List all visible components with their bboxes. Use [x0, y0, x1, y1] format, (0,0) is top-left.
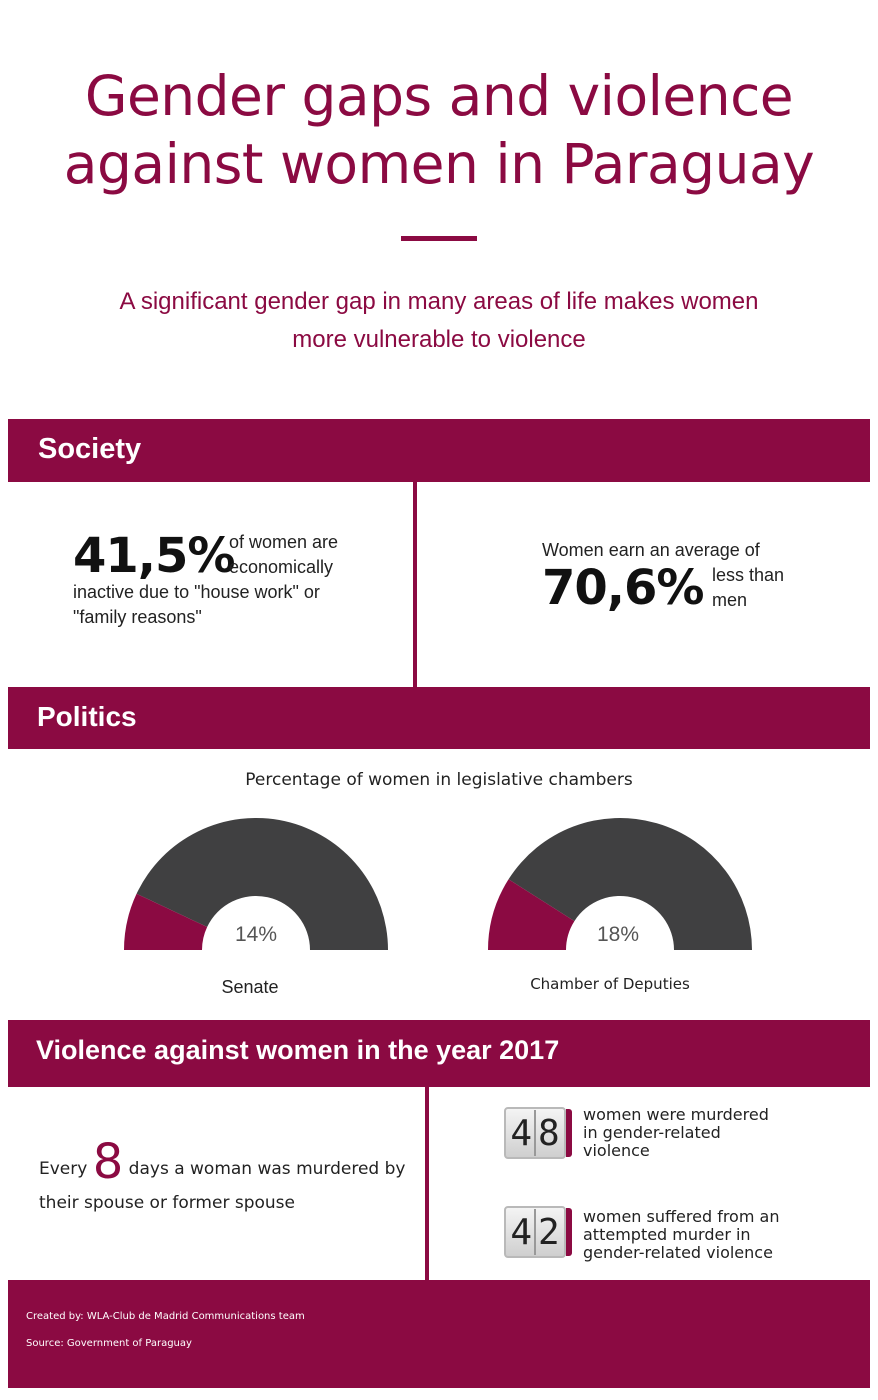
inactive-women-text-b-line2: "family reasons" [73, 607, 202, 627]
inactive-women-text-a-line2: economically [229, 557, 334, 577]
attempted-counter: 4 2 [504, 1206, 572, 1258]
earnings-lead: Women earn an average of [542, 540, 760, 560]
every-days-statement: Every 8 days a woman was murdered by the… [39, 1138, 406, 1220]
inactive-women-text-b: inactive due to "house work" or "family … [73, 580, 320, 630]
counter-accent [566, 1208, 572, 1256]
title-divider [401, 236, 477, 241]
attempted-digit-1: 4 [510, 1211, 532, 1253]
attempted-text: women suffered from an attempted murder … [583, 1208, 779, 1262]
footer-created-by: Created by: WLA-Club de Madrid Communica… [26, 1311, 305, 1322]
senate-label: Senate [221, 977, 279, 997]
every-days-line1: Every 8 days a woman was murdered by [39, 1138, 406, 1186]
murders-counter-box: 4 8 [504, 1107, 566, 1159]
every-suffix: days a woman was murdered by [128, 1159, 406, 1179]
murders-text: women were murdered in gender-related vi… [583, 1106, 769, 1160]
politics-header: Politics [8, 687, 870, 749]
deputies-percent: 18% [597, 923, 639, 946]
violence-header: Violence against women in the year 2017 [8, 1020, 870, 1087]
senate-gauge: 14% [124, 818, 388, 950]
deputies-gauge-women-segment [488, 879, 575, 950]
page-subtitle-line1: A significant gender gap in many areas o… [119, 288, 759, 315]
senate-gauge-men-segment [136, 818, 388, 950]
politics-heading: Politics [37, 701, 137, 732]
every-days-line2: their spouse or former spouse [39, 1193, 295, 1213]
murders-digit-1: 4 [510, 1112, 532, 1154]
inactive-women-text-b-line1: inactive due to "house work" or [73, 582, 320, 602]
murders-text-line2: in gender-related [583, 1123, 721, 1142]
earnings-tail: less than men [712, 563, 784, 613]
politics-caption: Percentage of women in legislative chamb… [245, 770, 633, 790]
earnings-tail-line1: less than [712, 565, 785, 585]
senate-percent: 14% [235, 923, 277, 946]
deputies-gauge-men-segment [508, 818, 752, 950]
counter-divider [534, 1110, 536, 1156]
page-title-line1: Gender gaps and violence [84, 64, 794, 128]
murders-text-line1: women were murdered [583, 1105, 769, 1124]
page-title: Gender gaps and violence against women i… [0, 62, 878, 198]
inactive-women-text-a-line1: of women are [229, 532, 339, 552]
society-header: Society [8, 419, 870, 482]
counter-accent [566, 1109, 572, 1157]
inactive-women-value: 41,5% [73, 528, 236, 584]
murders-digit-2: 8 [538, 1112, 560, 1154]
deputies-label: Chamber of Deputies [530, 975, 690, 993]
violence-divider [425, 1087, 429, 1281]
attempted-text-line2: attempted murder in [583, 1225, 751, 1244]
footer: Created by: WLA-Club de Madrid Communica… [8, 1280, 870, 1388]
attempted-digit-2: 2 [538, 1211, 560, 1253]
attempted-text-line1: women suffered from an [583, 1207, 780, 1226]
earnings-tail-line2: men [712, 590, 748, 610]
footer-source: Source: Government of Paraguay [26, 1338, 192, 1349]
murders-counter: 4 8 [504, 1107, 572, 1159]
earnings-gap-value: 70,6% [542, 560, 705, 616]
violence-heading: Violence against women in the year 2017 [36, 1035, 560, 1065]
society-heading: Society [38, 433, 142, 465]
every-days-number: 8 [92, 1134, 124, 1190]
every-prefix: Every [39, 1159, 88, 1179]
attempted-counter-box: 4 2 [504, 1206, 566, 1258]
counter-divider [534, 1209, 536, 1255]
murders-text-line3: violence [583, 1141, 650, 1160]
page-subtitle-line2: more vulnerable to violence [292, 326, 586, 353]
inactive-women-text-a: of women are economically [229, 530, 338, 580]
page-title-line2: against women in Paraguay [63, 132, 815, 196]
society-divider [413, 482, 417, 688]
page-subtitle: A significant gender gap in many areas o… [60, 283, 818, 359]
deputies-gauge: 18% [488, 818, 752, 950]
senate-gauge-women-segment [124, 893, 208, 950]
attempted-text-line3: gender-related violence [583, 1243, 773, 1262]
